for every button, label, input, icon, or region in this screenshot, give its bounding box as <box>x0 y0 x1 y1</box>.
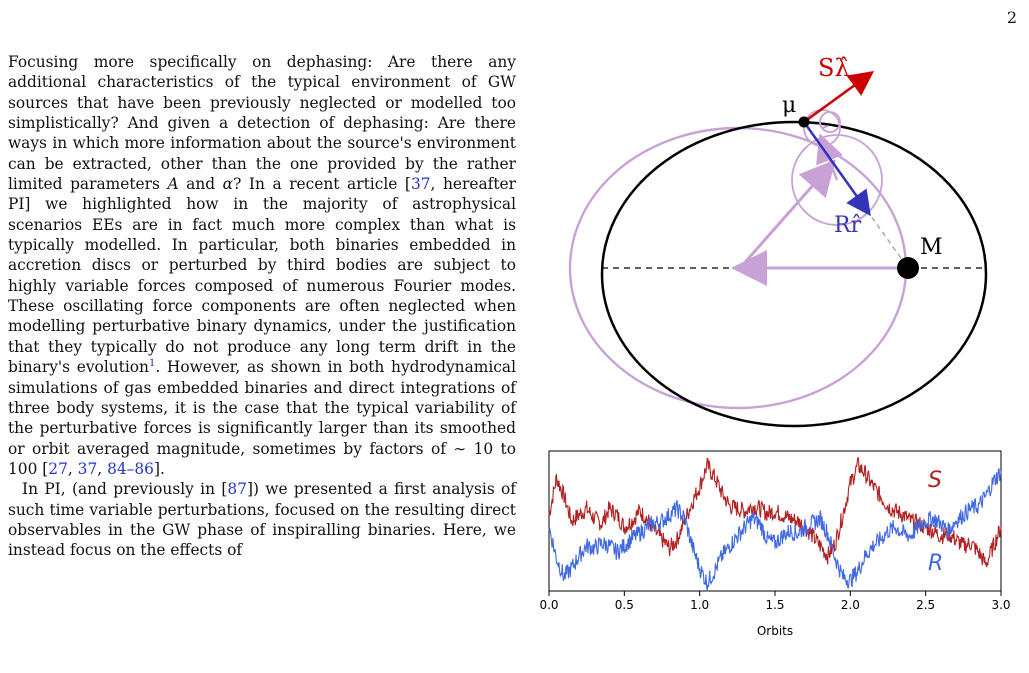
mu-label: μ <box>782 93 796 118</box>
series-label-s: S <box>928 468 942 493</box>
citation[interactable]: 27 <box>48 459 68 478</box>
s-vector <box>803 71 875 124</box>
citation[interactable]: 37 <box>77 459 98 478</box>
series-layer <box>548 456 1002 592</box>
series-line-s <box>548 456 1002 568</box>
text-run: , hereafter PI] we highlighted how in th… <box>8 175 517 377</box>
x-tick-label: 3.0 <box>991 598 1010 612</box>
primary-body-m <box>897 257 919 279</box>
paragraph-2: In PI, (and previously in [87]) we prese… <box>8 479 516 560</box>
text-run: ]) we presented a first analysis of such… <box>8 480 517 560</box>
force-timeseries-chart: 0.0 0.5 1.0 1.5 2.0 2.5 3.0 S R Orbits <box>540 450 1010 638</box>
x-tick-label: 1.0 <box>690 598 709 612</box>
x-tick-label: 0.5 <box>615 598 634 612</box>
orbit-diagram: Sλ̂ μ Rr̂ M <box>568 54 988 428</box>
secondary-body-mu <box>798 116 810 128</box>
math-symbol: α <box>222 175 234 194</box>
vector-to-epicycle-small <box>821 125 829 129</box>
text-run: In PI, (and previously in [ <box>22 480 228 499</box>
text-run: ? In a recent article [ <box>233 175 411 194</box>
text-run: . However, as shown in both hydrodynamic… <box>8 358 516 478</box>
vector-to-epicycle-large <box>738 159 836 269</box>
paragraph-1: Focusing more specifically on dephasing:… <box>8 52 516 479</box>
math-symbol: A <box>167 175 179 194</box>
x-axis-ticks: 0.0 0.5 1.0 1.5 2.0 2.5 3.0 <box>540 591 1010 612</box>
x-tick-label: 2.5 <box>916 598 935 612</box>
epicycle-small <box>819 111 841 133</box>
footnote-mark[interactable]: 1 <box>148 358 156 370</box>
s-lambda-label: Sλ̂ <box>818 54 850 82</box>
orbit-ellipse <box>600 120 988 428</box>
body-text-column: Focusing more specifically on dephasing:… <box>8 52 516 561</box>
x-tick-label: 0.0 <box>540 598 559 612</box>
text-run: , <box>97 459 108 478</box>
x-tick-label: 2.0 <box>841 598 860 612</box>
series-label-r: R <box>928 551 943 576</box>
x-tick-label: 1.5 <box>765 598 784 612</box>
text-run: Focusing more specifically on dephasing:… <box>8 53 516 194</box>
r-vector <box>802 121 871 217</box>
series-line-r <box>548 468 1002 592</box>
page-number: 2 <box>1006 8 1017 27</box>
text-run: ]. <box>153 459 165 478</box>
citation[interactable]: 37 <box>410 175 431 194</box>
text-run: , <box>67 459 78 478</box>
citation[interactable]: 84–86 <box>107 459 154 478</box>
citation[interactable]: 87 <box>227 480 247 499</box>
r-hat-label: Rr̂ <box>834 213 862 238</box>
x-axis-label: Orbits <box>757 624 793 638</box>
m-label: M <box>920 235 943 260</box>
text-run: and <box>178 175 223 194</box>
